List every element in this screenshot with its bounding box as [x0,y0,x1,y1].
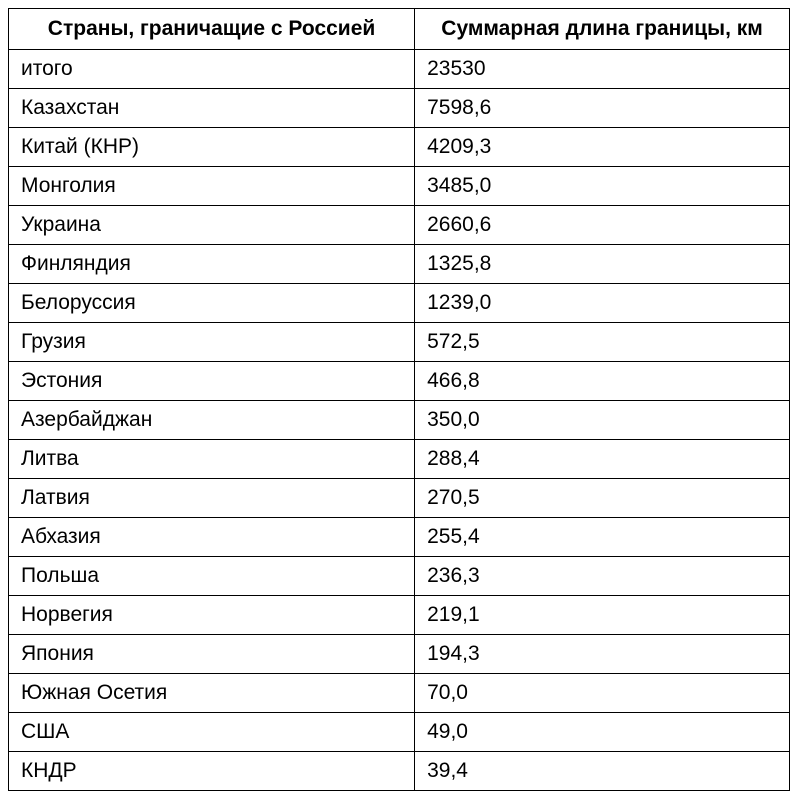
cell-length: 572,5 [415,323,790,362]
cell-length: 1239,0 [415,284,790,323]
cell-length: 7598,6 [415,89,790,128]
cell-country: Белоруссия [9,284,415,323]
cell-country: Китай (КНР) [9,128,415,167]
table-row: США 49,0 [9,713,790,752]
table-row: Норвегия 219,1 [9,596,790,635]
cell-country: Казахстан [9,89,415,128]
cell-country: Латвия [9,479,415,518]
table-row: итого 23530 [9,50,790,89]
cell-length: 219,1 [415,596,790,635]
cell-country: Польша [9,557,415,596]
cell-length: 49,0 [415,713,790,752]
table-row: Латвия 270,5 [9,479,790,518]
table-row: Абхазия 255,4 [9,518,790,557]
cell-length: 1325,8 [415,245,790,284]
table-header-row: Страны, граничащие с Россией Суммарная д… [9,9,790,50]
cell-country: Абхазия [9,518,415,557]
table-row: Монголия 3485,0 [9,167,790,206]
cell-length: 4209,3 [415,128,790,167]
cell-country: Япония [9,635,415,674]
cell-country: США [9,713,415,752]
table-row: Китай (КНР) 4209,3 [9,128,790,167]
table-row: Япония 194,3 [9,635,790,674]
cell-length: 39,4 [415,752,790,791]
cell-length: 194,3 [415,635,790,674]
cell-country: Литва [9,440,415,479]
cell-country: КНДР [9,752,415,791]
table-row: Польша 236,3 [9,557,790,596]
table-row: Азербайджан 350,0 [9,401,790,440]
table-row: Южная Осетия 70,0 [9,674,790,713]
cell-country: итого [9,50,415,89]
table-row: Белоруссия 1239,0 [9,284,790,323]
cell-length: 70,0 [415,674,790,713]
cell-length: 2660,6 [415,206,790,245]
cell-country: Эстония [9,362,415,401]
table-row: Финляндия 1325,8 [9,245,790,284]
table-row: Литва 288,4 [9,440,790,479]
cell-country: Грузия [9,323,415,362]
column-header-length: Суммарная длина границы, км [415,9,790,50]
cell-country: Норвегия [9,596,415,635]
cell-length: 3485,0 [415,167,790,206]
table-header: Страны, граничащие с Россией Суммарная д… [9,9,790,50]
cell-length: 350,0 [415,401,790,440]
table-row: Казахстан 7598,6 [9,89,790,128]
cell-length: 236,3 [415,557,790,596]
cell-length: 466,8 [415,362,790,401]
table-row: Украина 2660,6 [9,206,790,245]
table-row: КНДР 39,4 [9,752,790,791]
table-row: Эстония 466,8 [9,362,790,401]
table-row: Грузия 572,5 [9,323,790,362]
cell-length: 23530 [415,50,790,89]
borders-table: Страны, граничащие с Россией Суммарная д… [8,8,790,791]
column-header-country: Страны, граничащие с Россией [9,9,415,50]
cell-country: Монголия [9,167,415,206]
cell-length: 255,4 [415,518,790,557]
cell-country: Финляндия [9,245,415,284]
cell-country: Азербайджан [9,401,415,440]
cell-length: 288,4 [415,440,790,479]
cell-length: 270,5 [415,479,790,518]
cell-country: Южная Осетия [9,674,415,713]
table-body: итого 23530 Казахстан 7598,6 Китай (КНР)… [9,50,790,791]
cell-country: Украина [9,206,415,245]
